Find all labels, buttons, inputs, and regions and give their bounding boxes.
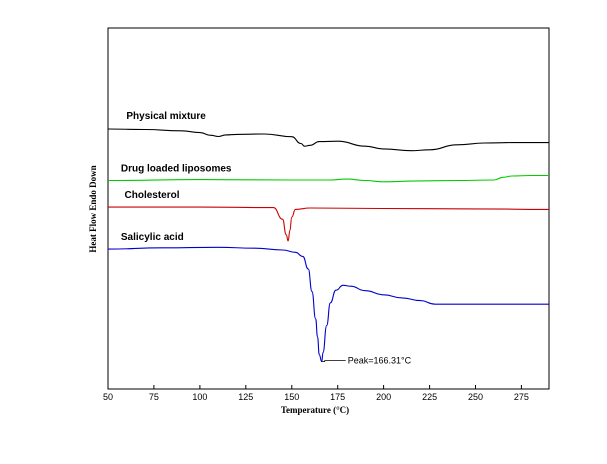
x-tick-label: 225 bbox=[422, 392, 437, 402]
series-line-drug-loaded-liposomes bbox=[107, 174, 549, 183]
x-tick-label: 250 bbox=[468, 392, 483, 402]
x-tick-label: 125 bbox=[238, 392, 253, 402]
x-tick-label: 75 bbox=[149, 392, 159, 402]
series-label-physical-mixture: Physical mixture bbox=[126, 111, 206, 122]
x-tick-label: 200 bbox=[376, 392, 391, 402]
x-tick-label: 275 bbox=[514, 392, 529, 402]
series-line-cholesterol bbox=[107, 206, 550, 242]
peak-annotation-leader bbox=[321, 360, 346, 362]
series-line-salicylic-acid bbox=[107, 246, 549, 363]
series-line-physical-mixture bbox=[107, 128, 549, 152]
x-tick-label: 100 bbox=[192, 392, 207, 402]
x-tick-label: 50 bbox=[103, 392, 113, 402]
y-axis-title: Heat Flow Endo Down bbox=[88, 165, 98, 252]
series-label-salicylic-acid: Salicylic acid bbox=[121, 232, 184, 243]
x-axis-title: Temperature (°C) bbox=[281, 405, 349, 415]
peak-annotation-label: Peak=166.31°C bbox=[348, 356, 412, 366]
series-label-cholesterol: Cholesterol bbox=[125, 190, 180, 201]
series-label-drug-loaded-liposomes: Drug loaded liposomes bbox=[121, 164, 232, 175]
plot-frame bbox=[107, 27, 550, 390]
x-tick-label: 175 bbox=[330, 392, 345, 402]
x-tick-label: 150 bbox=[284, 392, 299, 402]
